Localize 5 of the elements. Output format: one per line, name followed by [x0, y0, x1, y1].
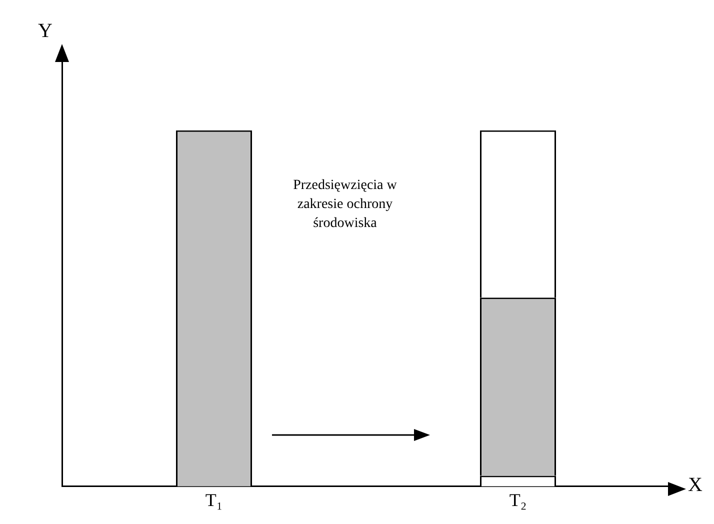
x-axis-title: X [688, 474, 702, 497]
annotation: Przedsięwzięcia w zakresie ochrony środowiska [292, 177, 398, 233]
y-axis-title: Y [38, 20, 52, 43]
x-tick-label: T₁ [205, 490, 223, 510]
x-tick-label: T₂ [509, 490, 527, 510]
